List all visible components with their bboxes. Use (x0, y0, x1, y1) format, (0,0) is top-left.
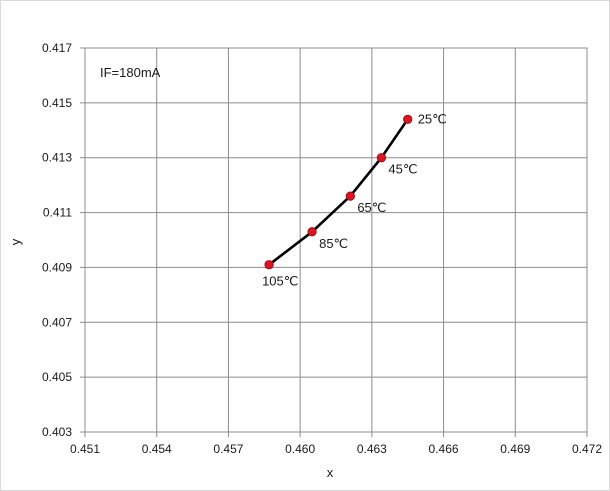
y-tick-label: 0.415 (42, 96, 72, 110)
data-point (345, 191, 355, 201)
data-point (403, 114, 413, 124)
plot-area-border (84, 47, 588, 433)
data-point-label: 25℃ (418, 111, 447, 126)
data-point-label: 85℃ (319, 236, 348, 251)
current-annotation: IF=180mA (100, 65, 161, 80)
axes (80, 47, 588, 437)
data-point-label: 65℃ (357, 200, 386, 215)
data-point (264, 260, 274, 270)
y-tick-label: 0.411 (43, 206, 72, 220)
y-tick-label: 0.417 (42, 41, 72, 55)
data-point (307, 227, 317, 237)
x-tick-labels: 0.451 0.454 0.457 0.460 0.463 0.466 0.469 0.472 (70, 442, 602, 456)
y-tick-label: 0.407 (42, 315, 72, 329)
y-tick-label: 0.413 (42, 151, 72, 165)
x-tick-label: 0.469 (500, 442, 530, 456)
y-axis-label: y (8, 238, 23, 245)
data-point-label: 45℃ (388, 162, 417, 177)
x-tick-label: 0.463 (357, 442, 387, 456)
y-tick-label: 0.405 (42, 370, 72, 384)
x-tick-label: 0.460 (285, 442, 315, 456)
data-point-label: 105℃ (262, 274, 298, 289)
x-tick-label: 0.457 (213, 442, 243, 456)
y-tick-label: 0.403 (42, 425, 72, 439)
x-tick-label: 0.466 (429, 442, 459, 456)
series-group: 25℃ 45℃ 65℃ 85℃ 105℃ (262, 111, 447, 288)
x-tick-label: 0.451 (70, 442, 100, 456)
x-tick-label: 0.472 (572, 442, 602, 456)
y-tick-labels: 0.403 0.405 0.407 0.409 0.411 0.413 0.415 0.417 (42, 41, 72, 439)
y-tick-label: 0.409 (42, 260, 72, 274)
x-tick-label: 0.454 (142, 442, 172, 456)
data-point (376, 153, 387, 163)
x-axis-label: x (327, 465, 334, 480)
